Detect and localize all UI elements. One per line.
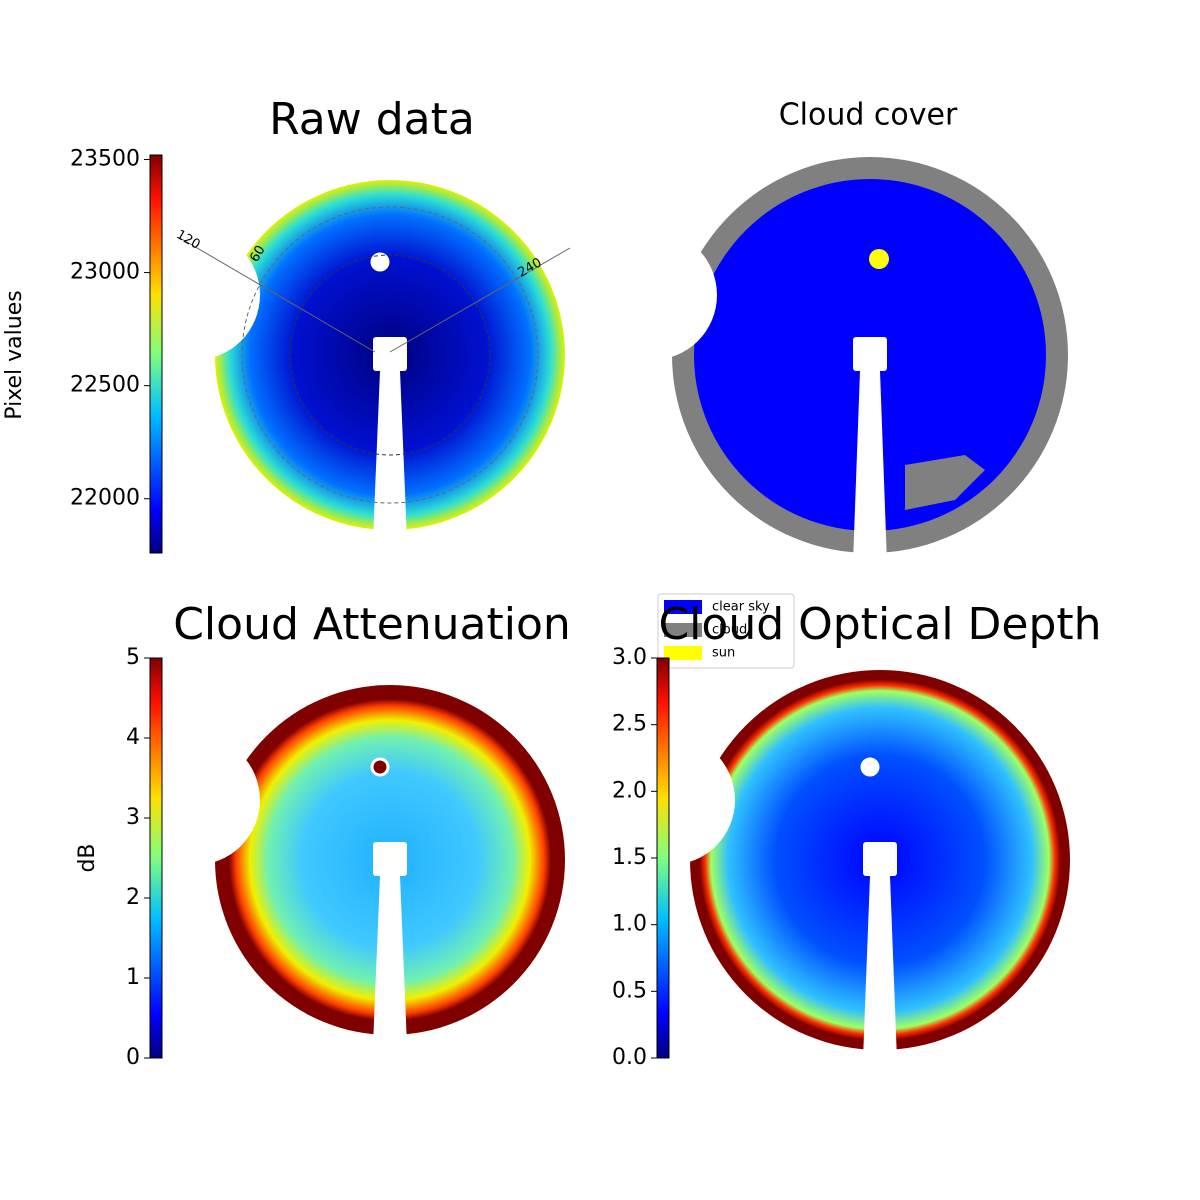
- colorbar-tick-label: 0.0: [612, 1045, 647, 1070]
- mast-head: [373, 842, 407, 876]
- colorbar: [149, 657, 163, 1059]
- colorbar-label: Pixel values: [2, 290, 27, 419]
- colorbar-tick-label: 1.5: [612, 845, 647, 870]
- mast: [853, 371, 887, 563]
- colorbar-tick-label: 3: [126, 805, 140, 830]
- colorbar-tick-label: 23000: [70, 260, 140, 285]
- legend-swatch: [664, 623, 702, 637]
- cloud-patch: [905, 455, 985, 510]
- panel-title: Cloud Optical Depth: [658, 599, 1101, 650]
- colorbar-tick-label: 3.0: [612, 645, 647, 670]
- legend-label: sun: [712, 646, 735, 661]
- mast-head: [853, 337, 887, 371]
- mast: [373, 876, 407, 1045]
- colorbar-tick-label: 1.0: [612, 912, 647, 937]
- colorbar-tick-label: 22500: [70, 373, 140, 398]
- colorbar-tick-label: 2.0: [612, 778, 647, 803]
- sun-spot: [370, 252, 390, 272]
- colorbar-tick-label: 22000: [70, 486, 140, 511]
- notch: [587, 230, 717, 360]
- colorbar-tick-label: 2: [126, 885, 140, 910]
- polar-label: 60: [247, 243, 268, 265]
- mast-head: [863, 842, 897, 876]
- colorbar-tick-label: 5: [126, 645, 140, 670]
- colorbar: [149, 154, 163, 554]
- legend-swatch: [664, 600, 702, 614]
- panel-title: Cloud cover: [779, 98, 958, 133]
- colorbar-tick-label: 1: [126, 965, 140, 990]
- colorbar-tick-label: 23500: [70, 147, 140, 172]
- colorbar-tick-label: 4: [126, 725, 140, 750]
- colorbar: [656, 657, 670, 1059]
- colorbar-tick-label: 0: [126, 1045, 140, 1070]
- sun-spot: [370, 757, 390, 777]
- sun-spot: [860, 757, 880, 777]
- panel-title: Cloud Attenuation: [173, 599, 571, 650]
- polar-ring: [241, 206, 539, 504]
- mast: [863, 876, 897, 1060]
- sun-region: [869, 249, 889, 269]
- legend-label: cloud: [712, 623, 747, 638]
- polar-axis: [179, 237, 376, 353]
- legend-swatch: [664, 646, 702, 660]
- mast-head: [373, 337, 407, 371]
- colorbar-tick-label: 0.5: [612, 978, 647, 1003]
- colorbar-label: dB: [75, 843, 100, 872]
- panel-title: Raw data: [269, 94, 475, 145]
- notch: [605, 735, 735, 865]
- legend-label: clear sky: [712, 600, 770, 615]
- polar-ring: [289, 254, 491, 456]
- polar-axis: [389, 247, 571, 353]
- colorbar-tick-label: 2.5: [612, 712, 647, 737]
